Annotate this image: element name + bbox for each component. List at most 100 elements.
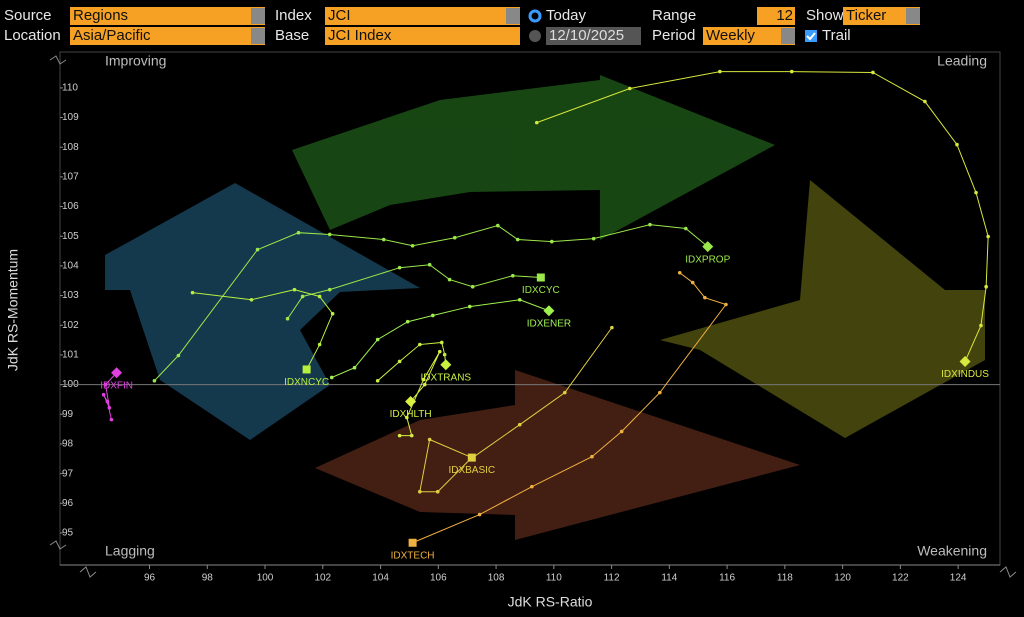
dropdown[interactable] xyxy=(703,27,795,45)
x-tick-label: 108 xyxy=(488,573,505,584)
x-tick-label: 96 xyxy=(144,573,156,584)
value: JCI xyxy=(328,7,351,24)
trail-point xyxy=(327,232,332,237)
dropdown-arrow[interactable] xyxy=(781,28,795,44)
trail-point xyxy=(452,235,457,240)
trail-point xyxy=(152,378,157,383)
trail-point xyxy=(300,294,305,299)
label: Base xyxy=(275,27,309,44)
series-label: IDXTRANS xyxy=(421,372,472,383)
label: Range xyxy=(652,7,696,24)
x-tick-label: 106 xyxy=(430,573,447,584)
trail-point xyxy=(249,297,254,302)
trail-point xyxy=(442,352,447,357)
end-marker xyxy=(543,305,555,317)
y-tick-label: 99 xyxy=(62,409,74,420)
trail-point xyxy=(109,417,114,422)
y-tick-label: 106 xyxy=(62,201,79,212)
radio[interactable] xyxy=(529,30,541,42)
arrow xyxy=(105,183,420,440)
trail-point xyxy=(190,290,195,295)
quadrant-label: Leading xyxy=(937,53,987,69)
radio[interactable] xyxy=(528,9,542,23)
value: Asia/Pacific xyxy=(73,27,151,44)
series-label: IDXFIN xyxy=(100,380,133,391)
trail-point xyxy=(923,99,927,104)
trail-point xyxy=(496,223,500,228)
trail-point xyxy=(530,484,534,489)
trail-point xyxy=(610,325,614,330)
trail-point xyxy=(397,265,402,270)
trail-point xyxy=(648,222,652,227)
trail-point xyxy=(422,382,427,387)
dropdown[interactable] xyxy=(70,7,265,25)
x-tick-label: 116 xyxy=(719,573,735,584)
value: 12 xyxy=(776,7,793,24)
x-tick-label: 100 xyxy=(257,573,274,584)
series-label: IDXHLTH xyxy=(390,409,432,420)
trail-point xyxy=(418,489,422,494)
trail-point xyxy=(789,69,794,74)
end-marker xyxy=(959,355,971,367)
controls: Source Regions Location Asia/Pacific Ind… xyxy=(4,7,920,45)
trail-point xyxy=(718,69,722,74)
trail-point xyxy=(447,277,452,282)
y-tick-label: 104 xyxy=(62,261,79,272)
trail-point xyxy=(327,287,332,292)
trail-point xyxy=(470,284,475,289)
dropdown-arrow[interactable] xyxy=(251,28,265,44)
label: Location xyxy=(4,27,61,44)
trail-point xyxy=(591,236,596,241)
value: Weekly xyxy=(706,27,755,44)
end-marker xyxy=(405,396,417,408)
input[interactable] xyxy=(546,27,641,45)
x-tick-label: 102 xyxy=(314,573,331,584)
y-tick-label: 95 xyxy=(62,528,74,539)
label: Period xyxy=(652,27,695,44)
series-label: IDXPROP xyxy=(685,254,730,265)
label: Today xyxy=(546,7,587,24)
trail-point xyxy=(590,454,594,459)
y-axis-title: JdK RS-Momentum xyxy=(5,249,21,371)
dropdown[interactable] xyxy=(70,27,265,45)
trail-point xyxy=(658,390,662,395)
dropdown[interactable] xyxy=(843,7,920,25)
trail xyxy=(331,299,550,378)
label: Trail xyxy=(822,27,851,44)
trail-point xyxy=(534,120,539,125)
quadrant-arrows xyxy=(105,75,985,540)
trail-point xyxy=(690,280,695,285)
end-marker xyxy=(408,538,417,547)
trail xyxy=(419,327,613,493)
dropdown[interactable] xyxy=(325,7,520,25)
dropdown-arrow[interactable] xyxy=(251,8,265,24)
trail-point xyxy=(103,382,108,387)
x-tick-label: 114 xyxy=(661,573,677,584)
y-tick-label: 101 xyxy=(62,350,79,361)
x-tick-label: 104 xyxy=(372,573,389,584)
trail-point xyxy=(627,86,632,91)
trail-point xyxy=(955,142,959,147)
y-tick-label: 98 xyxy=(62,439,74,450)
trail-point xyxy=(375,337,380,342)
axis-break xyxy=(49,55,1017,578)
checkbox[interactable] xyxy=(805,30,817,42)
trail-point xyxy=(515,237,520,242)
y-tick-label: 103 xyxy=(62,290,79,301)
x-tick-label: 124 xyxy=(950,573,967,584)
input[interactable] xyxy=(325,27,520,45)
trail-point xyxy=(409,433,414,438)
x-tick-label: 110 xyxy=(546,573,562,584)
dropdown-arrow[interactable] xyxy=(506,8,520,24)
input[interactable] xyxy=(757,7,795,25)
end-marker xyxy=(536,273,545,282)
trail-point xyxy=(421,377,426,382)
x-tick-label: 98 xyxy=(202,573,214,584)
quadrant-label: Improving xyxy=(105,53,166,69)
dropdown-arrow[interactable] xyxy=(906,8,920,24)
trail-point xyxy=(427,437,432,442)
quadrant-label: Lagging xyxy=(105,543,155,559)
trail-point xyxy=(437,349,442,354)
y-tick-label: 110 xyxy=(62,83,78,94)
trail-point xyxy=(724,302,728,307)
